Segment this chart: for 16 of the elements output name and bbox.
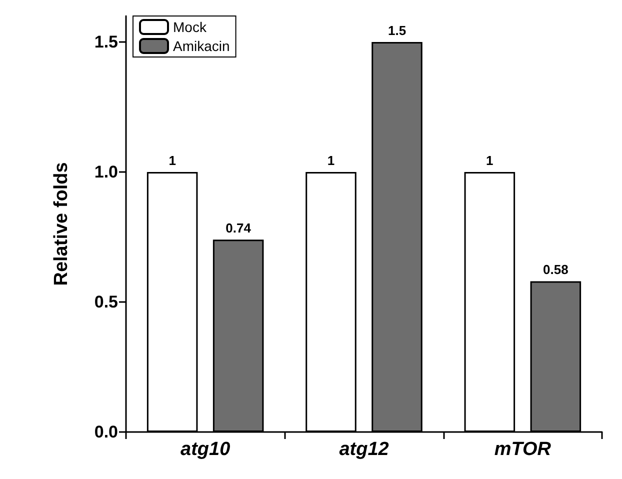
x-tick-label: atg12: [339, 439, 390, 460]
y-tick-label: 1.5: [94, 32, 118, 52]
legend-label: Mock: [173, 19, 208, 35]
y-tick-label: 0.0: [94, 422, 118, 442]
data-label: 1: [168, 153, 176, 168]
x-tick-label: mTOR: [494, 439, 552, 460]
legend-label: Amikacin: [173, 38, 230, 54]
data-label: 1: [327, 153, 335, 168]
data-label: 1: [486, 153, 494, 168]
x-tick-label: atg10: [180, 439, 231, 460]
data-label: 1.5: [388, 23, 406, 38]
y-tick-label: 1.0: [94, 162, 118, 182]
data-label: 0.58: [543, 262, 568, 278]
y-axis-title: Relative folds: [51, 162, 72, 286]
y-tick-label: 0.5: [94, 292, 118, 312]
data-label: 0.74: [226, 220, 252, 236]
